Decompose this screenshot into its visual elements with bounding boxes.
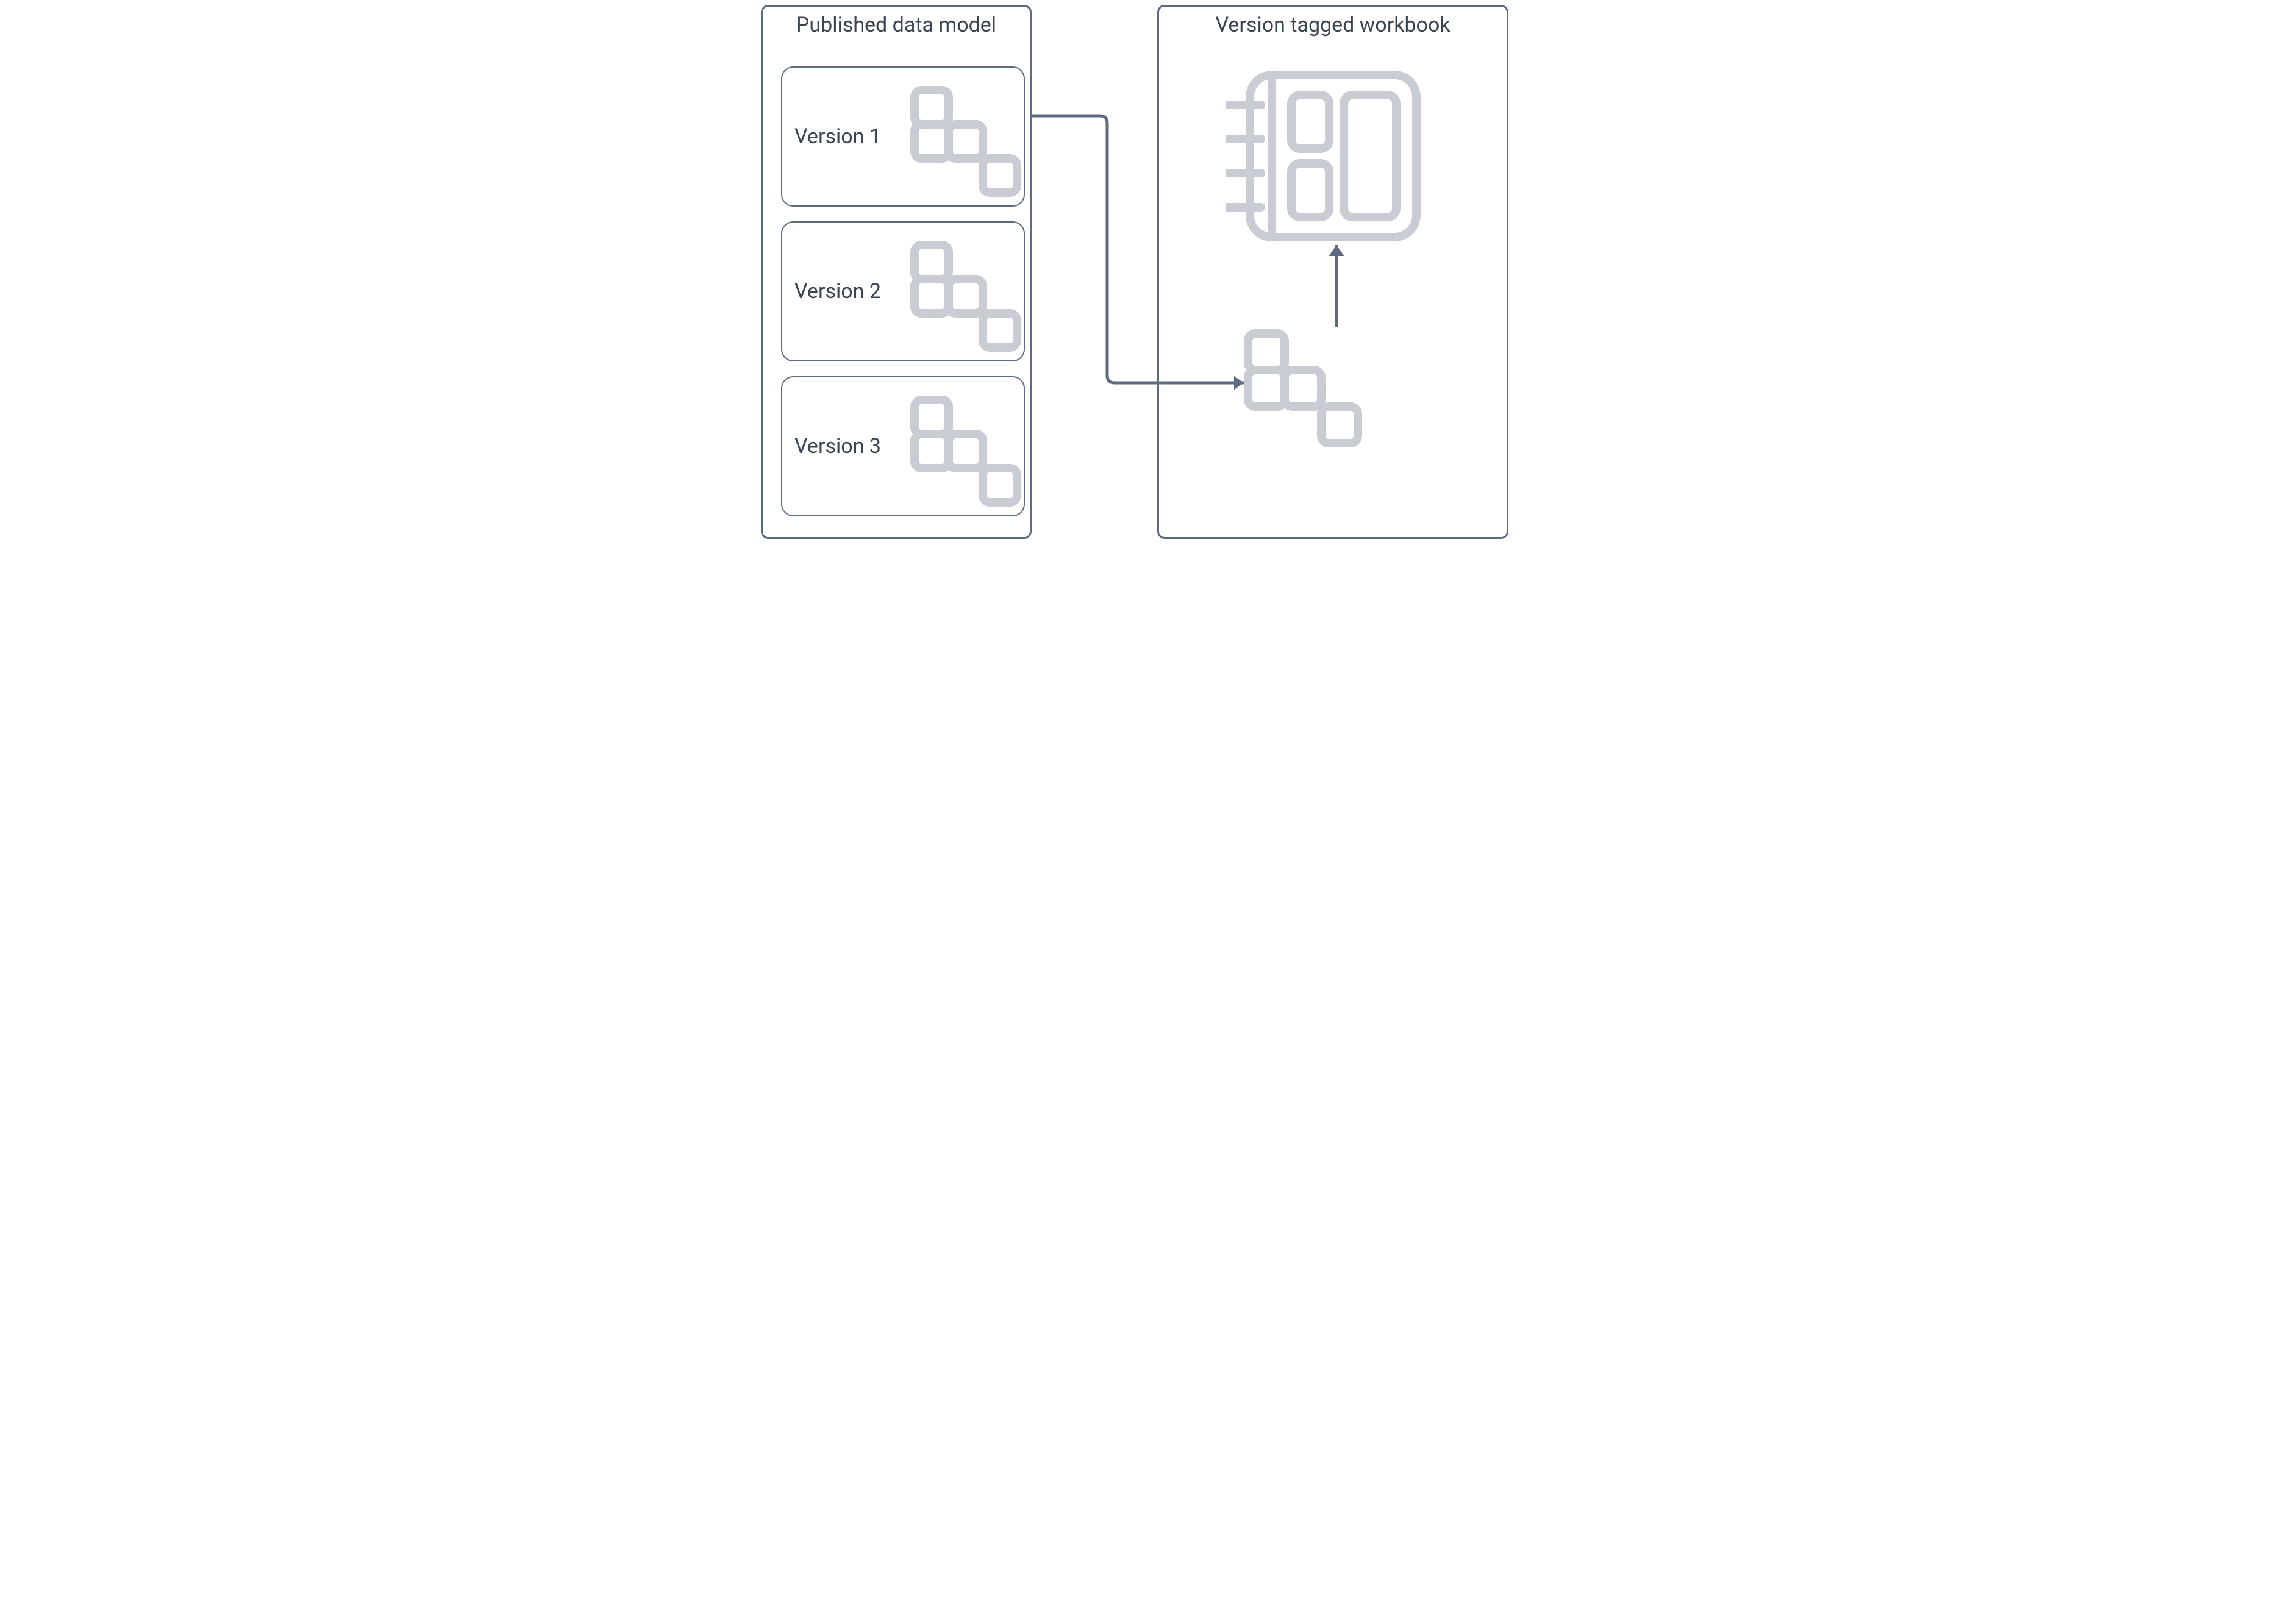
connector-path: [1032, 116, 1244, 383]
connector-overlay: [756, 0, 1517, 544]
arrowhead: [1329, 245, 1344, 256]
diagram-canvas: Published data model Version 1Version 2V…: [756, 0, 1517, 544]
arrowhead: [1234, 376, 1244, 390]
